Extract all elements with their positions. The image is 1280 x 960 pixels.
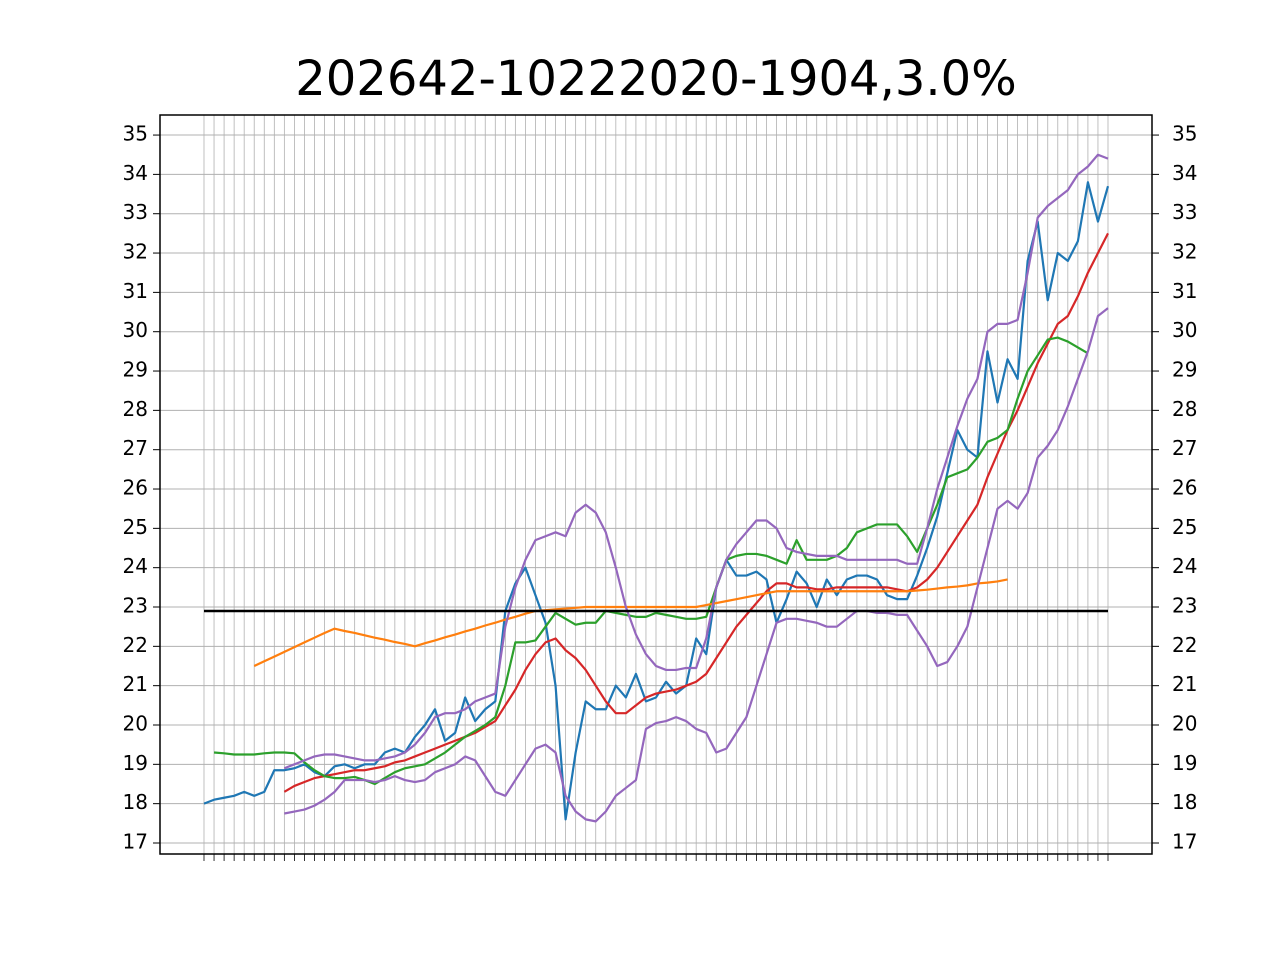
plot-lines bbox=[203, 153, 1110, 823]
axis-labels: 17 17 18 18 19 19 20 20 21 21 22 22 23 23 24 24 25 25 26 26… bbox=[123, 122, 1197, 861]
y-tick-label-right: 31 bbox=[1172, 279, 1197, 303]
y-tick-label: 27 bbox=[123, 436, 148, 460]
y-tick-label: 26 bbox=[123, 476, 148, 500]
y-tick-label-right: 25 bbox=[1172, 515, 1197, 539]
y-tick-label: 30 bbox=[123, 318, 148, 342]
series-line bbox=[284, 307, 1109, 823]
y-tick-label-right: 22 bbox=[1172, 633, 1197, 657]
y-tick-label: 21 bbox=[123, 672, 148, 696]
y-tick-label: 24 bbox=[123, 554, 148, 578]
y-tick-label-right: 34 bbox=[1172, 161, 1197, 185]
y-tick-label-right: 26 bbox=[1172, 476, 1197, 500]
series-line bbox=[283, 153, 1109, 770]
y-tick-label-right: 30 bbox=[1172, 318, 1197, 342]
y-tick-label-right: 35 bbox=[1172, 122, 1197, 146]
y-tick-label: 31 bbox=[123, 279, 148, 303]
series-line bbox=[213, 336, 1089, 786]
grid bbox=[160, 115, 1152, 854]
y-tick-label: 17 bbox=[123, 829, 148, 853]
y-tick-label: 20 bbox=[123, 711, 148, 735]
y-tick-label-right: 28 bbox=[1172, 397, 1197, 421]
y-tick-label-right: 21 bbox=[1172, 672, 1197, 696]
y-tick-label: 29 bbox=[123, 358, 148, 382]
y-tick-label-right: 33 bbox=[1172, 200, 1197, 224]
chart-title: 202642-10222020-1904,3.0% bbox=[295, 51, 1017, 107]
series-line bbox=[253, 578, 1008, 668]
y-tick-label: 34 bbox=[123, 161, 148, 185]
y-tick-label-right: 29 bbox=[1172, 358, 1197, 382]
y-tick-label-right: 27 bbox=[1172, 436, 1197, 460]
y-tick-label-right: 19 bbox=[1172, 751, 1197, 775]
y-tick-label: 23 bbox=[123, 594, 148, 618]
series-line bbox=[203, 181, 1110, 821]
y-tick-label-right: 32 bbox=[1172, 240, 1197, 264]
y-tick-label: 25 bbox=[123, 515, 148, 539]
y-tick-label: 28 bbox=[123, 397, 148, 421]
series-line bbox=[283, 232, 1109, 793]
y-tick-label-right: 20 bbox=[1172, 711, 1197, 735]
y-tick-label-right: 17 bbox=[1172, 829, 1197, 853]
y-tick-label-right: 18 bbox=[1172, 790, 1197, 814]
y-tick-label: 35 bbox=[123, 122, 148, 146]
y-tick-label: 18 bbox=[123, 790, 148, 814]
y-tick-label-right: 24 bbox=[1172, 554, 1197, 578]
y-tick-label: 22 bbox=[123, 633, 148, 657]
y-tick-label: 19 bbox=[123, 751, 148, 775]
y-tick-label: 33 bbox=[123, 200, 148, 224]
y-tick-label-right: 23 bbox=[1172, 594, 1197, 618]
y-tick-label: 32 bbox=[123, 240, 148, 264]
